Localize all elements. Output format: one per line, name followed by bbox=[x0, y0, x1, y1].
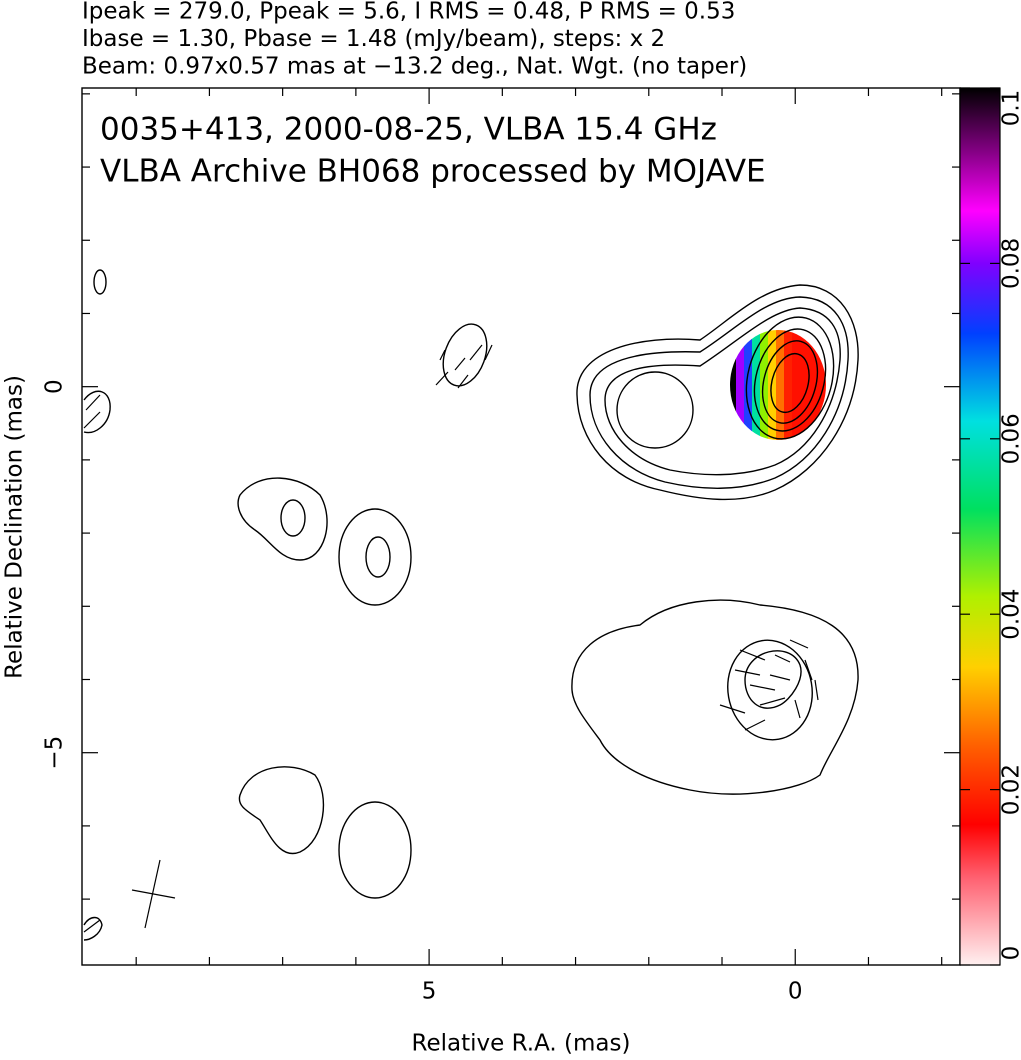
header-line: Ipeak = 279.0, Ppeak = 5.6, I RMS = 0.48… bbox=[82, 0, 735, 25]
chart-title: VLBA Archive BH068 processed by MOJAVE bbox=[100, 154, 766, 190]
header-line: Ibase = 1.30, Pbase = 1.48 (mJy/beam), s… bbox=[82, 26, 665, 52]
x-axis-label: Relative R.A. (mas) bbox=[412, 1031, 631, 1057]
colorbar-tick-label: 0.1 bbox=[999, 90, 1021, 127]
y-tick-label: −5 bbox=[42, 736, 68, 770]
x-tick-label: 5 bbox=[422, 979, 437, 1005]
contours bbox=[83, 269, 859, 941]
header-line: Beam: 0.97x0.57 mas at −13.2 deg., Nat. … bbox=[82, 54, 747, 80]
chart-title: 0035+413, 2000-08-25, VLBA 15.4 GHz bbox=[100, 112, 717, 148]
colorbar-tick-label: 0.02 bbox=[999, 764, 1021, 815]
x-tick-label: 0 bbox=[788, 979, 803, 1005]
colorbar bbox=[959, 87, 1001, 966]
plot-frame bbox=[81, 87, 961, 966]
colorbar-tick-label: 0 bbox=[999, 946, 1021, 961]
colorbar-tick-label: 0.08 bbox=[999, 238, 1021, 289]
colorbar-tick-label: 0.06 bbox=[999, 413, 1021, 464]
colorbar-tick-label: 0.04 bbox=[999, 589, 1021, 640]
y-axis-label: Relative Declination (mas) bbox=[2, 375, 28, 679]
polarization-vectors bbox=[83, 344, 819, 933]
y-tick-label: 0 bbox=[42, 379, 68, 394]
